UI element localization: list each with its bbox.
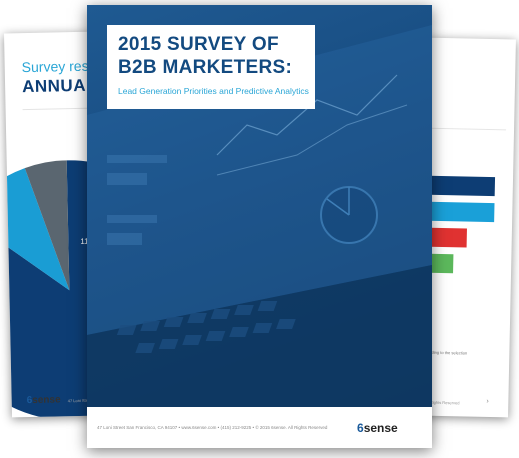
report-cover: 2015 SURVEY OF B2B MARKETERS: Lead Gener… [87, 5, 432, 448]
left-page-heading: ANNUAL [21, 75, 98, 97]
left-page-subtitle: Survey resp [21, 57, 97, 76]
cover-title-line2: B2B MARKETERS: [118, 57, 293, 78]
cover-subtitle: Lead Generation Priorities and Predictiv… [118, 86, 309, 96]
pie-slice-blue [3, 168, 70, 291]
cover-footer: 47 Loni Street San Francisco, CA 94107 •… [87, 407, 432, 448]
cover-photo-laptop: 2015 SURVEY OF B2B MARKETERS: Lead Gener… [87, 5, 432, 407]
chevron-right-icon: › [486, 397, 489, 406]
6sense-logo: 6sense [357, 421, 398, 435]
pie-slice-gray [24, 160, 70, 291]
title-box: 2015 SURVEY OF B2B MARKETERS: Lead Gener… [107, 25, 315, 109]
cover-title-line1: 2015 SURVEY OF [118, 34, 279, 55]
left-page-logo: 6sense [26, 394, 61, 407]
cover-address: 47 Loni Street San Francisco, CA 94107 •… [97, 425, 328, 430]
